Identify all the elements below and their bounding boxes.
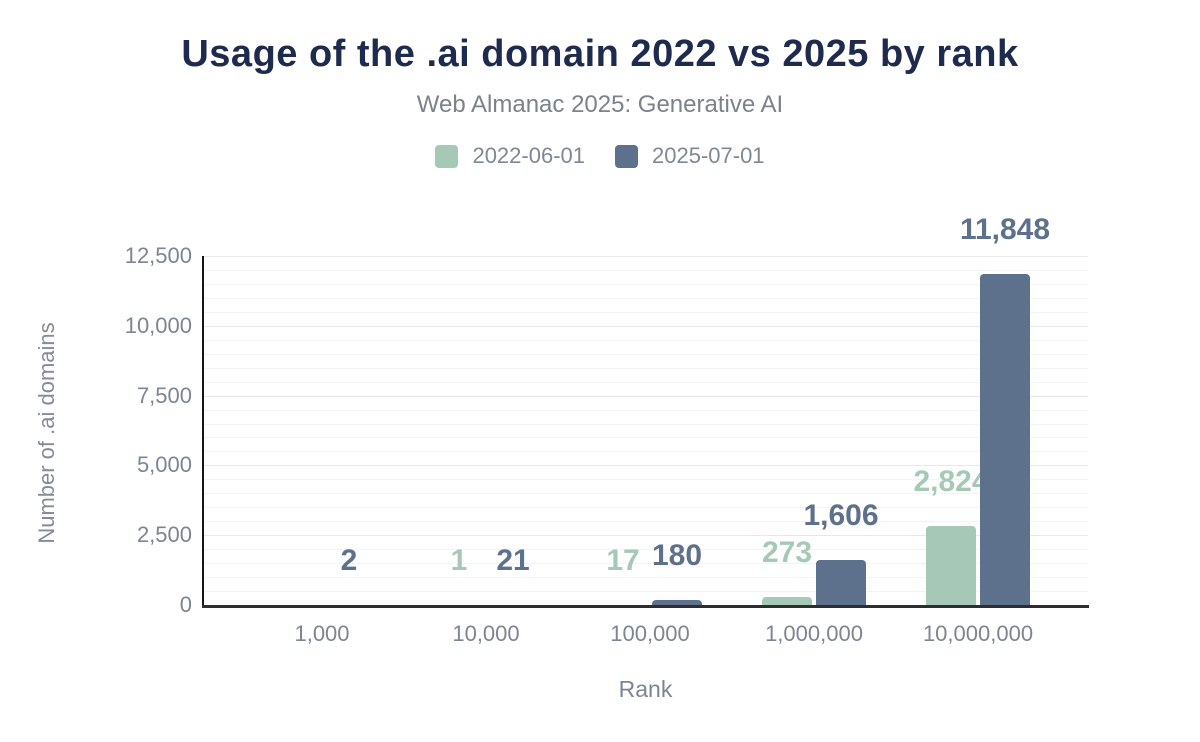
category-column: 1 21 10,000 xyxy=(404,256,568,647)
grid-line xyxy=(203,283,1088,285)
grid-line xyxy=(203,311,1088,313)
grid-line xyxy=(203,353,1088,355)
grid-line xyxy=(203,563,1088,565)
bar-value-label: 273 xyxy=(761,536,813,570)
category-column: 2,824 11,848 10,000,000 xyxy=(896,215,1060,646)
legend-item: 2022-06-01 xyxy=(435,143,585,169)
grid-line xyxy=(203,367,1088,369)
grid-line xyxy=(203,381,1088,383)
grid-line xyxy=(203,591,1088,593)
legend-item: 2025-07-01 xyxy=(615,143,765,169)
grid-line xyxy=(203,479,1088,481)
grid-line xyxy=(203,493,1088,495)
y-tick-label: 12,500 xyxy=(124,243,192,268)
grid-line xyxy=(203,423,1088,425)
legend-label: 2022-06-01 xyxy=(472,143,585,168)
legend-swatch-2022-06-01 xyxy=(435,144,459,168)
grid-line xyxy=(203,339,1088,341)
x-axis-title: Rank xyxy=(618,676,673,702)
y-tick-label: 0 xyxy=(179,592,192,617)
grid-line xyxy=(203,256,1088,257)
x-tick-label: 10,000,000 xyxy=(922,621,1034,646)
grid-line xyxy=(203,395,1088,397)
bar-value-label: 2 xyxy=(340,544,358,577)
y-tick-label: 2,500 xyxy=(136,522,192,548)
grid-line xyxy=(203,549,1088,551)
grid-line xyxy=(203,325,1088,327)
y-tick-label: 10,000 xyxy=(124,312,192,338)
x-tick-label: 100,000 xyxy=(610,621,690,646)
bar xyxy=(816,560,866,605)
bar-value-label: 180 xyxy=(651,538,703,572)
grid-line xyxy=(203,535,1088,537)
grid-line xyxy=(203,507,1088,509)
grid-line xyxy=(203,269,1088,271)
legend: 2022-06-01 2025-07-01 xyxy=(0,143,1200,169)
bar-value-label: 1,606 xyxy=(803,499,879,533)
category-column: 2 1,000 xyxy=(240,256,404,647)
bar-value-label: 11,848 xyxy=(959,213,1051,247)
legend-label: 2025-07-01 xyxy=(652,143,765,168)
bar xyxy=(980,274,1030,605)
grid-line xyxy=(203,521,1088,523)
x-tick-label: 10,000 xyxy=(452,621,520,646)
grid-line xyxy=(203,451,1088,453)
legend-swatch-2025-07-01 xyxy=(615,144,638,168)
category-column: 17 180 100,000 xyxy=(568,256,732,646)
bar xyxy=(926,526,976,605)
bar xyxy=(652,599,702,605)
chart-title: Usage of the .ai domain 2022 vs 2025 by … xyxy=(181,33,1019,75)
category-column: 273 1,606 1,000,000 xyxy=(732,256,896,646)
bar-value-label: 1 xyxy=(450,544,468,577)
grid-line xyxy=(203,297,1088,299)
x-axis-line xyxy=(202,605,1089,608)
y-tick-label: 7,500 xyxy=(136,382,192,408)
chart-subtitle: Web Almanac 2025: Generative AI xyxy=(416,91,784,118)
grid-line xyxy=(203,437,1088,439)
bar-value-label: 21 xyxy=(496,544,530,577)
bar-value-label: 2,824 xyxy=(913,465,989,499)
x-tick-label: 1,000,000 xyxy=(765,621,863,646)
grid-line xyxy=(203,465,1088,467)
plot-area: 2 1,000 1 21 10,000 17 180 100,000 273 1,606 1,000… xyxy=(202,215,1089,647)
bar-value-label: 17 xyxy=(606,544,640,577)
grid-line xyxy=(203,577,1088,579)
grid-line xyxy=(203,409,1088,411)
y-tick-label: 5,000 xyxy=(136,452,192,478)
y-axis-line xyxy=(202,256,204,608)
plot-columns: 2 1,000 1 21 10,000 17 180 100,000 273 1,606 1,000… xyxy=(240,215,1060,647)
bar xyxy=(762,597,812,605)
x-tick-label: 1,000 xyxy=(294,621,350,646)
